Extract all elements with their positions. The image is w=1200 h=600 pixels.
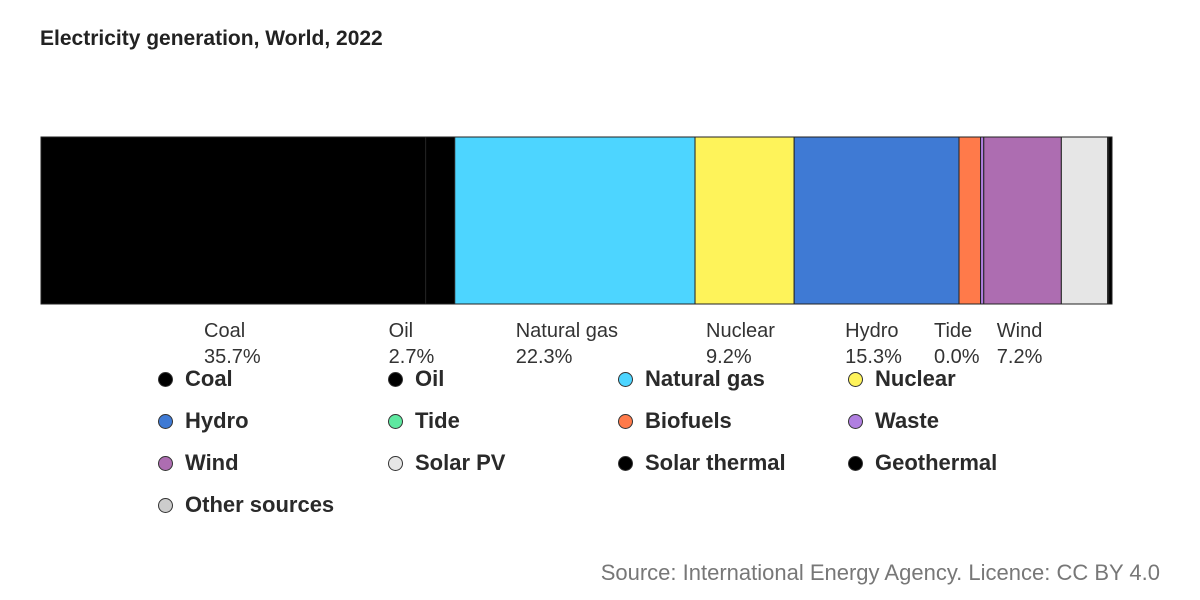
- legend-swatch-wind: [158, 455, 173, 471]
- legend-item-nuclear[interactable]: Nuclear: [848, 364, 1078, 394]
- bar-segment-natural-gas: [454, 136, 696, 305]
- legend-item-hydro[interactable]: Hydro: [158, 406, 388, 436]
- legend-item-wind[interactable]: Wind: [158, 448, 388, 478]
- legend-label-geothermal: Geothermal: [875, 450, 998, 475]
- legend-item-biofuels[interactable]: Biofuels: [618, 406, 848, 436]
- segment-labels: Coal 35.7% Oil 2.7% Natural gas 22.3% Nuclear 9…: [204, 320, 1043, 368]
- source-note: Source: International Energy Agency. Lic…: [600, 560, 1160, 585]
- legend-item-solar-thermal[interactable]: Solar thermal: [618, 448, 848, 478]
- legend-swatch-tide: [388, 413, 403, 429]
- bar-segment-oil: [425, 136, 456, 305]
- legend-label-other-sources: Other sources: [185, 492, 335, 517]
- legend-item-tide[interactable]: Tide: [388, 406, 618, 436]
- bar-segment-geothermal: [1108, 136, 1113, 305]
- segment-label-natural-gas: Natural gas: [516, 320, 618, 342]
- legend-item-waste[interactable]: Waste: [848, 406, 1078, 436]
- legend-label-biofuels: Biofuels: [645, 408, 732, 433]
- legend-swatch-natural-gas: [618, 371, 633, 387]
- legend-swatch-biofuels: [618, 413, 633, 429]
- segment-label-tide: Tide: [934, 320, 972, 342]
- segment-value-oil: 2.7%: [389, 346, 435, 368]
- legend-label-tide: Tide: [415, 408, 460, 433]
- legend-label-waste: Waste: [875, 408, 939, 433]
- stacked-bar-chart: Coal 35.7% Oil 2.7% Natural gas 22.3% Nuclear 9…: [40, 136, 1113, 368]
- segment-label-nuclear: Nuclear: [706, 320, 775, 342]
- bar-segment-nuclear: [694, 136, 795, 305]
- bar-segment-coal: [40, 136, 427, 305]
- segment-value-coal: 35.7%: [204, 346, 261, 368]
- bar-segment-wind: [983, 136, 1062, 305]
- legend-swatch-geothermal: [848, 455, 863, 471]
- legend-item-geothermal[interactable]: Geothermal: [848, 448, 1078, 478]
- legend-label-wind: Wind: [185, 450, 239, 475]
- bar-segments: [40, 136, 1113, 305]
- segment-value-tide: 0.0%: [934, 346, 980, 368]
- bar-segment-hydro: [793, 136, 960, 305]
- segment-label-wind: Wind: [997, 320, 1043, 342]
- legend-swatch-coal: [158, 371, 173, 387]
- legend-swatch-solar-pv: [388, 455, 403, 471]
- segment-label-oil: Oil: [389, 320, 413, 342]
- segment-label-coal: Coal: [204, 320, 245, 342]
- legend-swatch-waste: [848, 413, 863, 429]
- legend-swatch-other-sources: [158, 497, 173, 513]
- legend-swatch-oil: [388, 371, 403, 387]
- segment-value-natural-gas: 22.3%: [516, 346, 573, 368]
- segment-value-wind: 7.2%: [997, 346, 1043, 368]
- bar-segment-biofuels: [958, 136, 982, 305]
- legend-label-natural-gas: Natural gas: [645, 366, 765, 391]
- segment-label-hydro: Hydro: [845, 320, 898, 342]
- segment-value-nuclear: 9.2%: [706, 346, 752, 368]
- legend: Coal Oil Natural gas Nuclear Hydro Tide Biofue…: [158, 364, 1078, 532]
- legend-label-solar-pv: Solar PV: [415, 450, 506, 475]
- bar-segment-solar-pv: [1060, 136, 1109, 305]
- legend-label-oil: Oil: [415, 366, 445, 391]
- legend-label-solar-thermal: Solar thermal: [645, 450, 786, 475]
- legend-item-other-sources[interactable]: Other sources: [158, 490, 388, 520]
- legend-item-solar-pv[interactable]: Solar PV: [388, 448, 618, 478]
- legend-label-hydro: Hydro: [185, 408, 249, 433]
- legend-label-nuclear: Nuclear: [875, 366, 956, 391]
- legend-swatch-solar-thermal: [618, 455, 633, 471]
- legend-swatch-hydro: [158, 413, 173, 429]
- legend-item-coal[interactable]: Coal: [158, 364, 388, 394]
- legend-item-natural-gas[interactable]: Natural gas: [618, 364, 848, 394]
- legend-item-oil[interactable]: Oil: [388, 364, 618, 394]
- segment-value-hydro: 15.3%: [845, 346, 902, 368]
- legend-label-coal: Coal: [185, 366, 233, 391]
- chart-title: Electricity generation, World, 2022: [40, 27, 383, 50]
- legend-swatch-nuclear: [848, 371, 863, 387]
